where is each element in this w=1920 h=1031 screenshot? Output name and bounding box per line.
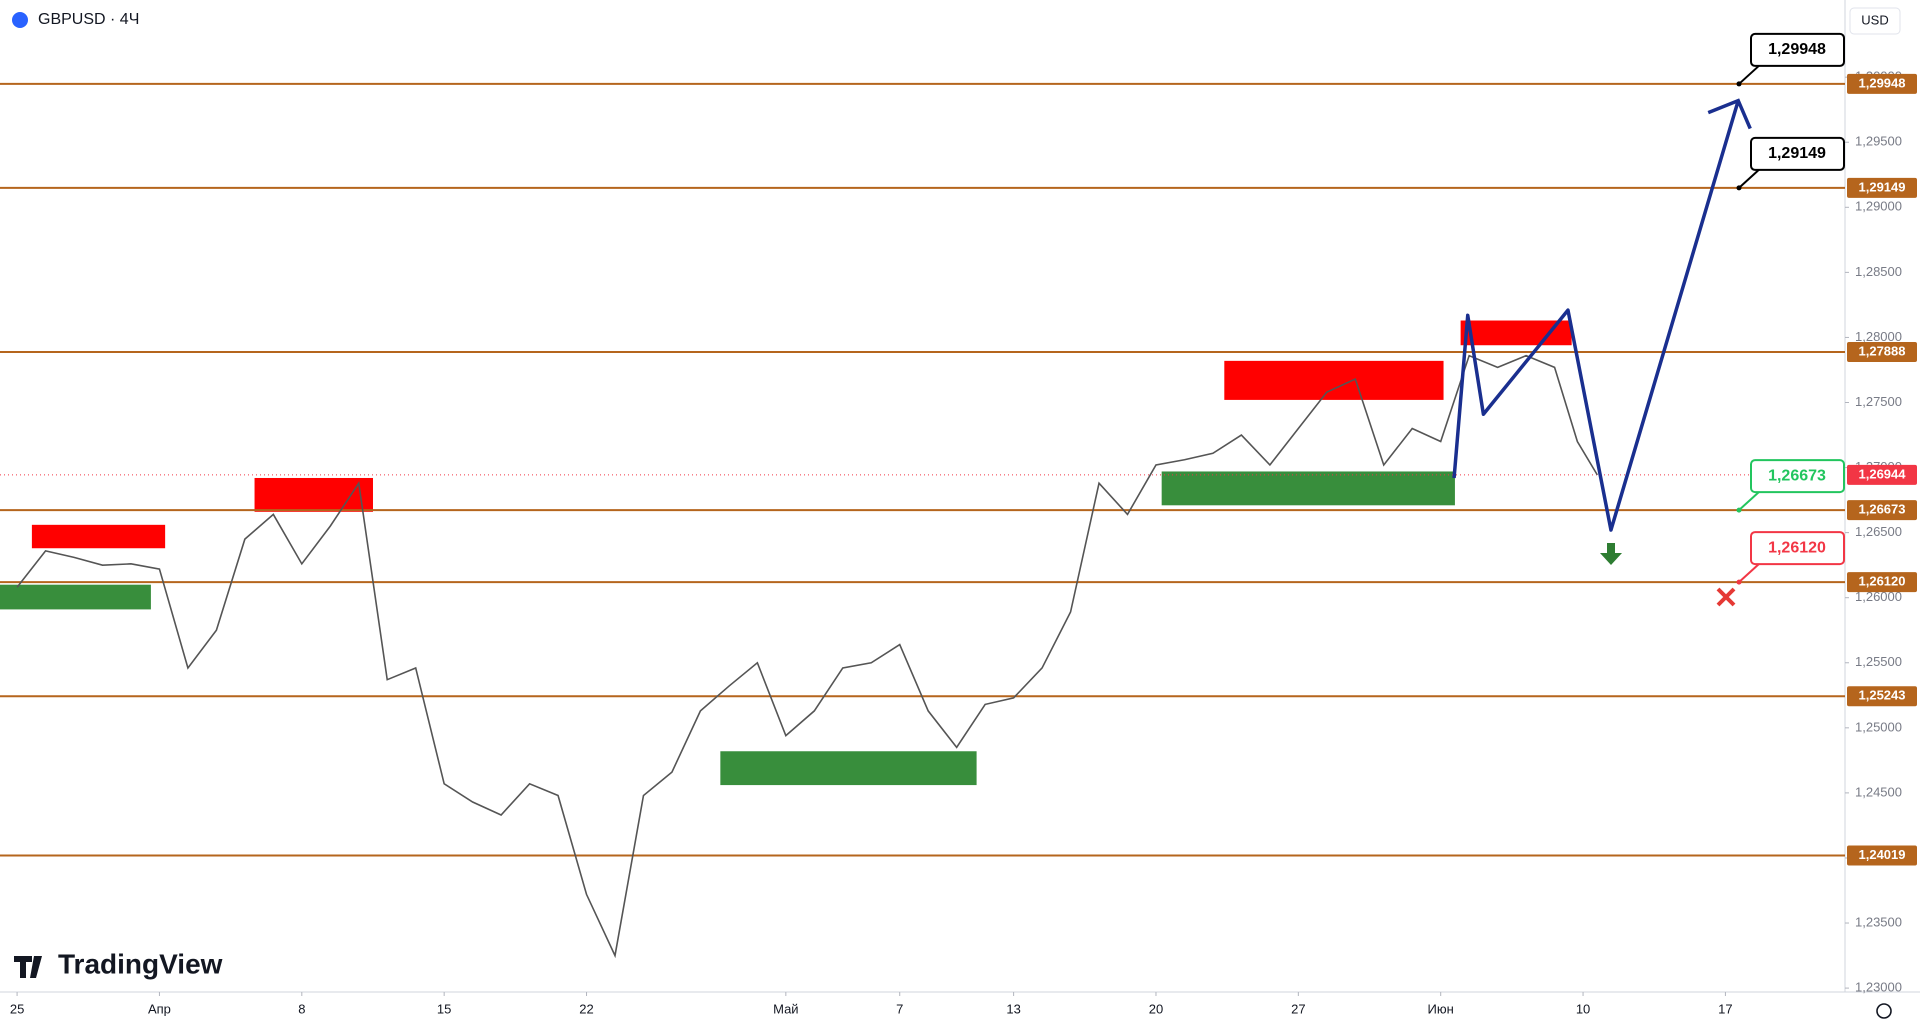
target-box bbox=[1750, 459, 1845, 494]
x-tick-label: 7 bbox=[896, 1001, 903, 1016]
y-tick-label: 1,29000 bbox=[1855, 199, 1902, 214]
y-tick-label: 1,23000 bbox=[1855, 980, 1902, 995]
y-tick-label: 1,23500 bbox=[1855, 914, 1902, 929]
target-pointer bbox=[1738, 167, 1762, 189]
target-box bbox=[1750, 136, 1845, 171]
level-label-box bbox=[1847, 500, 1917, 521]
level-label-box bbox=[1847, 342, 1917, 363]
zone bbox=[0, 584, 151, 610]
target-dot bbox=[1736, 507, 1742, 513]
last-price-label: 1,26944 bbox=[1859, 466, 1907, 481]
x-tick-label: Июн bbox=[1428, 1001, 1454, 1016]
x-tick-label: 22 bbox=[579, 1001, 593, 1016]
target-box bbox=[1750, 32, 1845, 67]
target-pointer bbox=[1738, 489, 1762, 511]
zone bbox=[31, 524, 166, 549]
target-label: 1,26673 bbox=[1768, 467, 1826, 484]
brand-logo bbox=[14, 956, 42, 978]
y-tick-label: 1,25500 bbox=[1855, 654, 1902, 669]
target-label: 1,29149 bbox=[1768, 145, 1826, 162]
target-dot bbox=[1736, 185, 1742, 191]
up-arrow bbox=[1600, 543, 1622, 565]
y-tick-label: 1,29500 bbox=[1855, 134, 1902, 149]
y-tick-label: 1,26500 bbox=[1855, 524, 1902, 539]
level-label-box bbox=[1847, 177, 1917, 198]
zone bbox=[1460, 320, 1572, 346]
x-tick-label: 25 bbox=[10, 1001, 24, 1016]
price-line bbox=[16, 354, 1598, 959]
y-tick-label: 1,28000 bbox=[1855, 329, 1902, 344]
level-label-box bbox=[1847, 73, 1917, 94]
target-dot bbox=[1736, 579, 1742, 585]
zone bbox=[720, 751, 977, 786]
y-tick-label: 1,25000 bbox=[1855, 719, 1902, 734]
currency-label[interactable]: USD bbox=[1861, 12, 1888, 27]
level-label-box bbox=[1847, 572, 1917, 593]
x-tick-label: 15 bbox=[437, 1001, 451, 1016]
y-tick-label: 1,27500 bbox=[1855, 394, 1902, 409]
projection-arrowhead bbox=[1707, 98, 1752, 130]
last-price-box bbox=[1847, 464, 1917, 485]
level-label: 1,25243 bbox=[1859, 688, 1906, 703]
brand: TradingView bbox=[58, 948, 223, 979]
zone bbox=[1224, 360, 1444, 400]
target-dot bbox=[1736, 81, 1742, 87]
level-label-box bbox=[1847, 845, 1917, 866]
projection-path bbox=[1452, 100, 1740, 532]
x-tick-label: 27 bbox=[1291, 1001, 1305, 1016]
y-tick-label: 1,26000 bbox=[1855, 589, 1902, 604]
level-label: 1,26120 bbox=[1859, 574, 1906, 589]
zone bbox=[254, 477, 373, 512]
settings-icon[interactable] bbox=[1876, 1003, 1892, 1019]
level-label: 1,27888 bbox=[1859, 343, 1906, 358]
symbol-title[interactable]: GBPUSD · 4Ч bbox=[38, 11, 139, 28]
y-tick-label: 1,24500 bbox=[1855, 784, 1902, 799]
x-tick-label: 8 bbox=[298, 1001, 305, 1016]
level-label: 1,24019 bbox=[1859, 847, 1906, 862]
target-label: 1,26120 bbox=[1768, 539, 1826, 556]
x-tick-label: 20 bbox=[1149, 1001, 1163, 1016]
x-tick-label: Май bbox=[773, 1001, 798, 1016]
cross-mark bbox=[1716, 587, 1736, 607]
target-pointer bbox=[1738, 561, 1762, 583]
level-label: 1,26673 bbox=[1859, 502, 1906, 517]
x-tick-label: 13 bbox=[1006, 1001, 1020, 1016]
level-label-box bbox=[1847, 686, 1917, 707]
target-pointer bbox=[1738, 63, 1762, 85]
target-box bbox=[1750, 531, 1845, 566]
y-tick-label: 1,28500 bbox=[1855, 264, 1902, 279]
level-label: 1,29149 bbox=[1859, 179, 1906, 194]
level-label: 1,29948 bbox=[1859, 75, 1906, 90]
x-tick-label: Апр bbox=[148, 1001, 171, 1016]
flag-icon bbox=[12, 12, 28, 28]
x-tick-label: 10 bbox=[1576, 1001, 1590, 1016]
currency-button[interactable] bbox=[1849, 7, 1901, 35]
x-tick-label: 17 bbox=[1718, 1001, 1732, 1016]
zone bbox=[1161, 471, 1455, 506]
target-label: 1,29948 bbox=[1768, 41, 1826, 58]
